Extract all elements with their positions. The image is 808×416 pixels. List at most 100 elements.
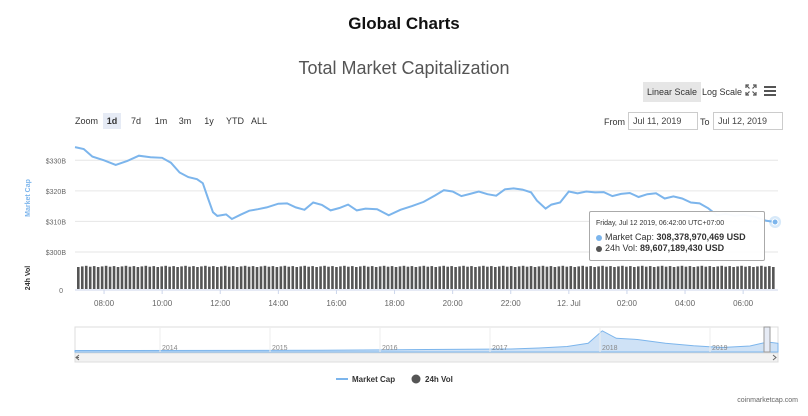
volume-bar xyxy=(362,265,366,289)
volume-bar xyxy=(446,266,449,289)
x-tick-label: 22:00 xyxy=(501,299,522,308)
hamburger-menu-icon[interactable] xyxy=(764,86,776,96)
volume-bar xyxy=(418,266,422,289)
volume-bar xyxy=(287,266,291,289)
legend-dot-icon xyxy=(411,374,421,384)
legend-24h-vol[interactable]: 24h Vol xyxy=(425,375,453,384)
chart-tooltip: Friday, Jul 12 2019, 06:42:00 UTC+07:00 … xyxy=(589,211,765,261)
chart-title: Total Market Capitalization xyxy=(298,58,510,78)
volume-bar xyxy=(279,266,283,289)
volume-bar xyxy=(267,266,271,289)
volume-bar xyxy=(537,266,541,289)
volume-bar xyxy=(351,266,354,289)
y-tick-label: $300B xyxy=(46,250,67,257)
volume-bar xyxy=(160,266,163,289)
to-date-input[interactable]: Jul 12, 2019 xyxy=(713,112,783,130)
log-scale-button[interactable]: Log Scale xyxy=(702,87,743,97)
zoom-button-1y[interactable]: 1y xyxy=(204,116,214,126)
volume-bar xyxy=(311,266,314,289)
expand-icon[interactable] xyxy=(745,84,757,96)
volume-bar xyxy=(569,266,573,289)
volume-bar xyxy=(768,266,771,289)
volume-bar xyxy=(88,266,92,289)
from-label: From xyxy=(604,117,625,127)
x-tick-label: 12. Jul xyxy=(557,299,581,308)
y-axis-title: Market Cap xyxy=(25,179,32,217)
volume-bar xyxy=(676,266,680,289)
volume-bar xyxy=(108,266,112,289)
volume-bar xyxy=(601,265,604,289)
volume-bar xyxy=(331,266,334,289)
volume-bar xyxy=(533,267,537,289)
volume-bar xyxy=(295,267,299,289)
navigator-handle xyxy=(763,326,771,353)
volume-bar xyxy=(176,267,179,289)
volume-bar xyxy=(724,266,727,289)
volume-bar xyxy=(374,267,378,289)
volume-bar xyxy=(104,265,108,289)
volume-bar xyxy=(458,266,461,289)
volume-bar xyxy=(565,266,569,289)
volume-bar xyxy=(291,266,295,289)
volume-bar xyxy=(505,266,509,289)
volume-bar xyxy=(283,265,287,289)
volume-bar xyxy=(585,266,588,289)
volume-bar xyxy=(573,267,577,289)
volume-bar xyxy=(517,266,521,289)
linear-scale-button[interactable]: Linear Scale xyxy=(643,82,702,102)
from-date-input[interactable]: Jul 11, 2019 xyxy=(628,112,698,130)
volume-bar xyxy=(124,265,128,289)
zoom-button-ytd[interactable]: YTD xyxy=(226,116,244,126)
volume-bar xyxy=(756,266,759,289)
y-tick-label: $330B xyxy=(46,158,67,165)
volume-bar xyxy=(442,265,445,289)
volume-bar xyxy=(414,267,418,289)
volume-bar xyxy=(156,267,160,289)
volume-bar xyxy=(720,265,723,289)
zoom-button-1m[interactable]: 1m xyxy=(154,116,168,126)
legend-market-cap[interactable]: Market Cap xyxy=(352,375,395,384)
market-cap-line xyxy=(74,146,776,223)
volume-bar xyxy=(275,267,279,289)
x-tick-label: 02:00 xyxy=(617,299,638,308)
volume-bar xyxy=(315,267,318,289)
volume-bar xyxy=(204,265,207,289)
volume-bar xyxy=(640,265,644,289)
volume-bar xyxy=(347,266,350,289)
x-tick-label: 18:00 xyxy=(385,299,406,308)
y-tick-label: $310B xyxy=(46,219,67,226)
volume-bar xyxy=(740,265,743,289)
volume-bar xyxy=(470,266,473,289)
volume-bar xyxy=(259,266,263,289)
scroll-right-icon[interactable] xyxy=(772,354,777,361)
volume-bar xyxy=(100,266,104,289)
volume-bar xyxy=(84,265,88,289)
tooltip-date: Friday, Jul 12 2019, 06:42:00 UTC+07:00 xyxy=(596,220,725,227)
scroll-left-icon[interactable] xyxy=(75,354,80,361)
volume-bar xyxy=(680,265,684,289)
volume-bar xyxy=(525,266,529,289)
zoom-button-7d[interactable]: 7d xyxy=(130,116,141,126)
volume-bar xyxy=(593,267,596,289)
volume-bar xyxy=(494,267,497,289)
volume-bar xyxy=(462,265,465,289)
volume-bar xyxy=(704,266,708,289)
volume-bar xyxy=(486,266,489,289)
credit-text: coinmarketcap.com xyxy=(737,397,798,404)
volume-bar xyxy=(390,266,394,289)
volume-bar xyxy=(748,266,751,289)
zoom-button-3m[interactable]: 3m xyxy=(178,116,192,126)
volume-bar xyxy=(672,267,676,289)
volume-bar xyxy=(307,266,310,289)
navigator-tick-label: 2014 xyxy=(162,345,178,352)
zoom-button-all[interactable]: ALL xyxy=(250,116,267,126)
zoom-button-1d[interactable]: 1d xyxy=(103,113,121,129)
volume-bar xyxy=(732,267,735,289)
volume-bar xyxy=(112,266,116,289)
volume-bar xyxy=(212,266,215,289)
volume-bar xyxy=(243,265,247,289)
volume-bar xyxy=(92,266,96,289)
x-tick-label: 08:00 xyxy=(94,299,115,308)
volume-bar xyxy=(335,267,338,289)
